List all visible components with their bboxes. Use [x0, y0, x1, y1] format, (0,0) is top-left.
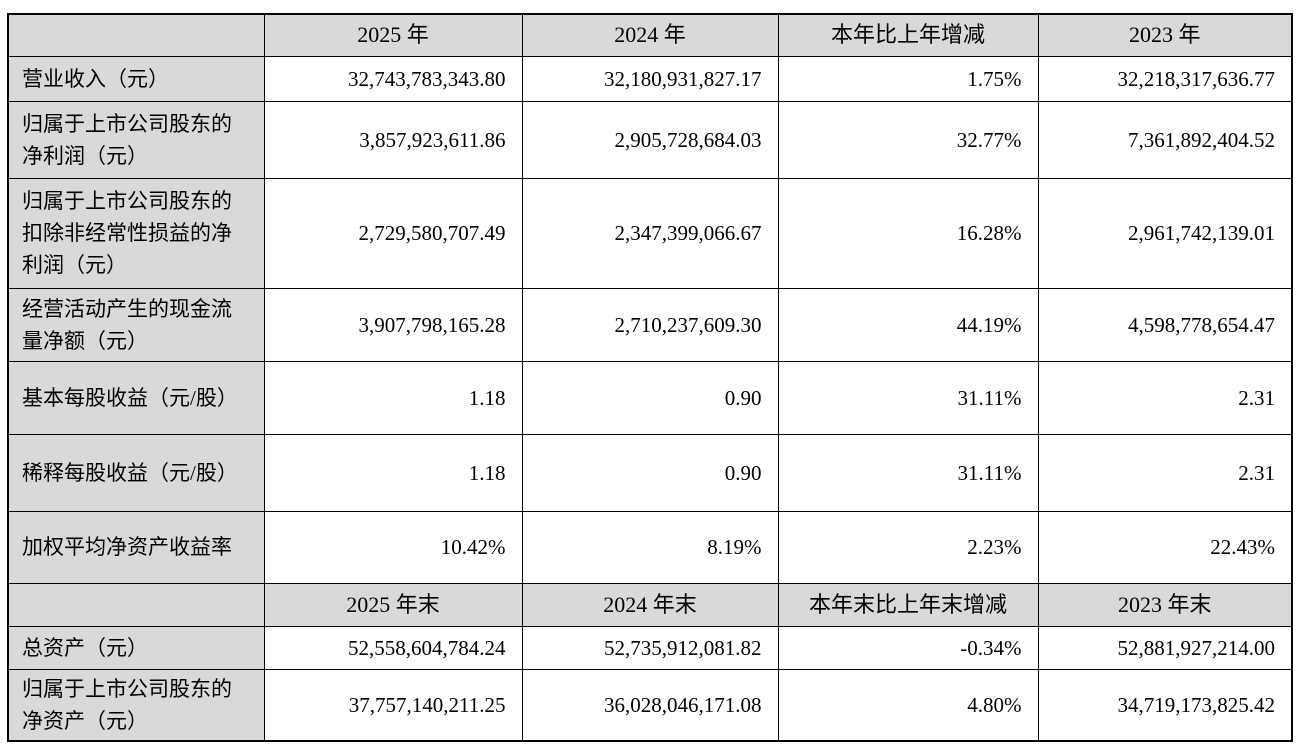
- value-2025: 32,743,783,343.80: [263, 55, 523, 102]
- table-row-net-profit-excl-nonrecurring: 归属于上市公司股东的扣除非经常性损益的净利润（元） 2,729,580,707.…: [7, 177, 1293, 289]
- value-2025: 2,729,580,707.49: [263, 177, 523, 289]
- value-2024: 0.90: [521, 360, 779, 435]
- yoy-change-value: 31.11%: [777, 433, 1039, 512]
- header-blank-cell: [7, 582, 265, 627]
- table-row-basic-eps: 基本每股收益（元/股） 1.18 0.90 31.11% 2.31: [7, 360, 1293, 435]
- yoy-change-value: 31.11%: [777, 360, 1039, 435]
- metric-label: 归属于上市公司股东的净资产（元）: [7, 668, 265, 742]
- financial-summary-table: 2025 年 2024 年 本年比上年增减 2023 年 营业收入（元） 32,…: [7, 13, 1293, 742]
- value-2023: 2.31: [1037, 433, 1293, 512]
- table-row-operating-revenue: 营业收入（元） 32,743,783,343.80 32,180,931,827…: [7, 55, 1293, 102]
- table-row-diluted-eps: 稀释每股收益（元/股） 1.18 0.90 31.11% 2.31: [7, 433, 1293, 512]
- value-2023: 4,598,778,654.47: [1037, 287, 1293, 362]
- value-2024-end: 52,735,912,081.82: [521, 625, 779, 670]
- value-2025: 10.42%: [263, 510, 523, 584]
- header-yoy-change: 本年比上年增减: [777, 13, 1039, 57]
- header-2023: 2023 年: [1037, 13, 1293, 57]
- value-2024-end: 36,028,046,171.08: [521, 668, 779, 742]
- value-2025: 3,907,798,165.28: [263, 287, 523, 362]
- metric-label: 基本每股收益（元/股）: [7, 360, 265, 435]
- yoy-change-value: 32.77%: [777, 100, 1039, 179]
- table-row-total-assets: 总资产（元） 52,558,604,784.24 52,735,912,081.…: [7, 625, 1293, 670]
- metric-label: 总资产（元）: [7, 625, 265, 670]
- value-2024: 0.90: [521, 433, 779, 512]
- metric-label: 归属于上市公司股东的净利润（元）: [7, 100, 265, 179]
- metric-label: 营业收入（元）: [7, 55, 265, 102]
- value-2024: 32,180,931,827.17: [521, 55, 779, 102]
- table-row-net-profit-attributable: 归属于上市公司股东的净利润（元） 3,857,923,611.86 2,905,…: [7, 100, 1293, 179]
- metric-label: 稀释每股收益（元/股）: [7, 433, 265, 512]
- value-2023: 2.31: [1037, 360, 1293, 435]
- header-blank-cell: [7, 13, 265, 57]
- yoy-change-value: 44.19%: [777, 287, 1039, 362]
- value-2024: 2,347,399,066.67: [521, 177, 779, 289]
- value-2025: 1.18: [263, 360, 523, 435]
- yoy-change-value: 1.75%: [777, 55, 1039, 102]
- table-row-operating-cash-flow: 经营活动产生的现金流量净额（元） 3,907,798,165.28 2,710,…: [7, 287, 1293, 362]
- header-2023-end: 2023 年末: [1037, 582, 1293, 627]
- value-2025-end: 52,558,604,784.24: [263, 625, 523, 670]
- end-change-value: 4.80%: [777, 668, 1039, 742]
- value-2024: 8.19%: [521, 510, 779, 584]
- header-2025-end: 2025 年末: [263, 582, 523, 627]
- header-2024: 2024 年: [521, 13, 779, 57]
- end-change-value: -0.34%: [777, 625, 1039, 670]
- metric-label: 加权平均净资产收益率: [7, 510, 265, 584]
- header-2025: 2025 年: [263, 13, 523, 57]
- value-2025: 3,857,923,611.86: [263, 100, 523, 179]
- yoy-change-value: 16.28%: [777, 177, 1039, 289]
- header-2024-end: 2024 年末: [521, 582, 779, 627]
- value-2024: 2,905,728,684.03: [521, 100, 779, 179]
- table-row-weighted-avg-roe: 加权平均净资产收益率 10.42% 8.19% 2.23% 22.43%: [7, 510, 1293, 584]
- value-2023: 22.43%: [1037, 510, 1293, 584]
- value-2023: 32,218,317,636.77: [1037, 55, 1293, 102]
- metric-label: 经营活动产生的现金流量净额（元）: [7, 287, 265, 362]
- value-2023: 2,961,742,139.01: [1037, 177, 1293, 289]
- table-header-row-period-end: 2025 年末 2024 年末 本年末比上年末增减 2023 年末: [7, 582, 1293, 627]
- metric-label: 归属于上市公司股东的扣除非经常性损益的净利润（元）: [7, 177, 265, 289]
- value-2025: 1.18: [263, 433, 523, 512]
- value-2025-end: 37,757,140,211.25: [263, 668, 523, 742]
- table-header-row-annual: 2025 年 2024 年 本年比上年增减 2023 年: [7, 13, 1293, 57]
- value-2023-end: 52,881,927,214.00: [1037, 625, 1293, 670]
- value-2024: 2,710,237,609.30: [521, 287, 779, 362]
- yoy-change-value: 2.23%: [777, 510, 1039, 584]
- value-2023-end: 34,719,173,825.42: [1037, 668, 1293, 742]
- header-end-change: 本年末比上年末增减: [777, 582, 1039, 627]
- value-2023: 7,361,892,404.52: [1037, 100, 1293, 179]
- table-row-net-assets-attributable: 归属于上市公司股东的净资产（元） 37,757,140,211.25 36,02…: [7, 668, 1293, 742]
